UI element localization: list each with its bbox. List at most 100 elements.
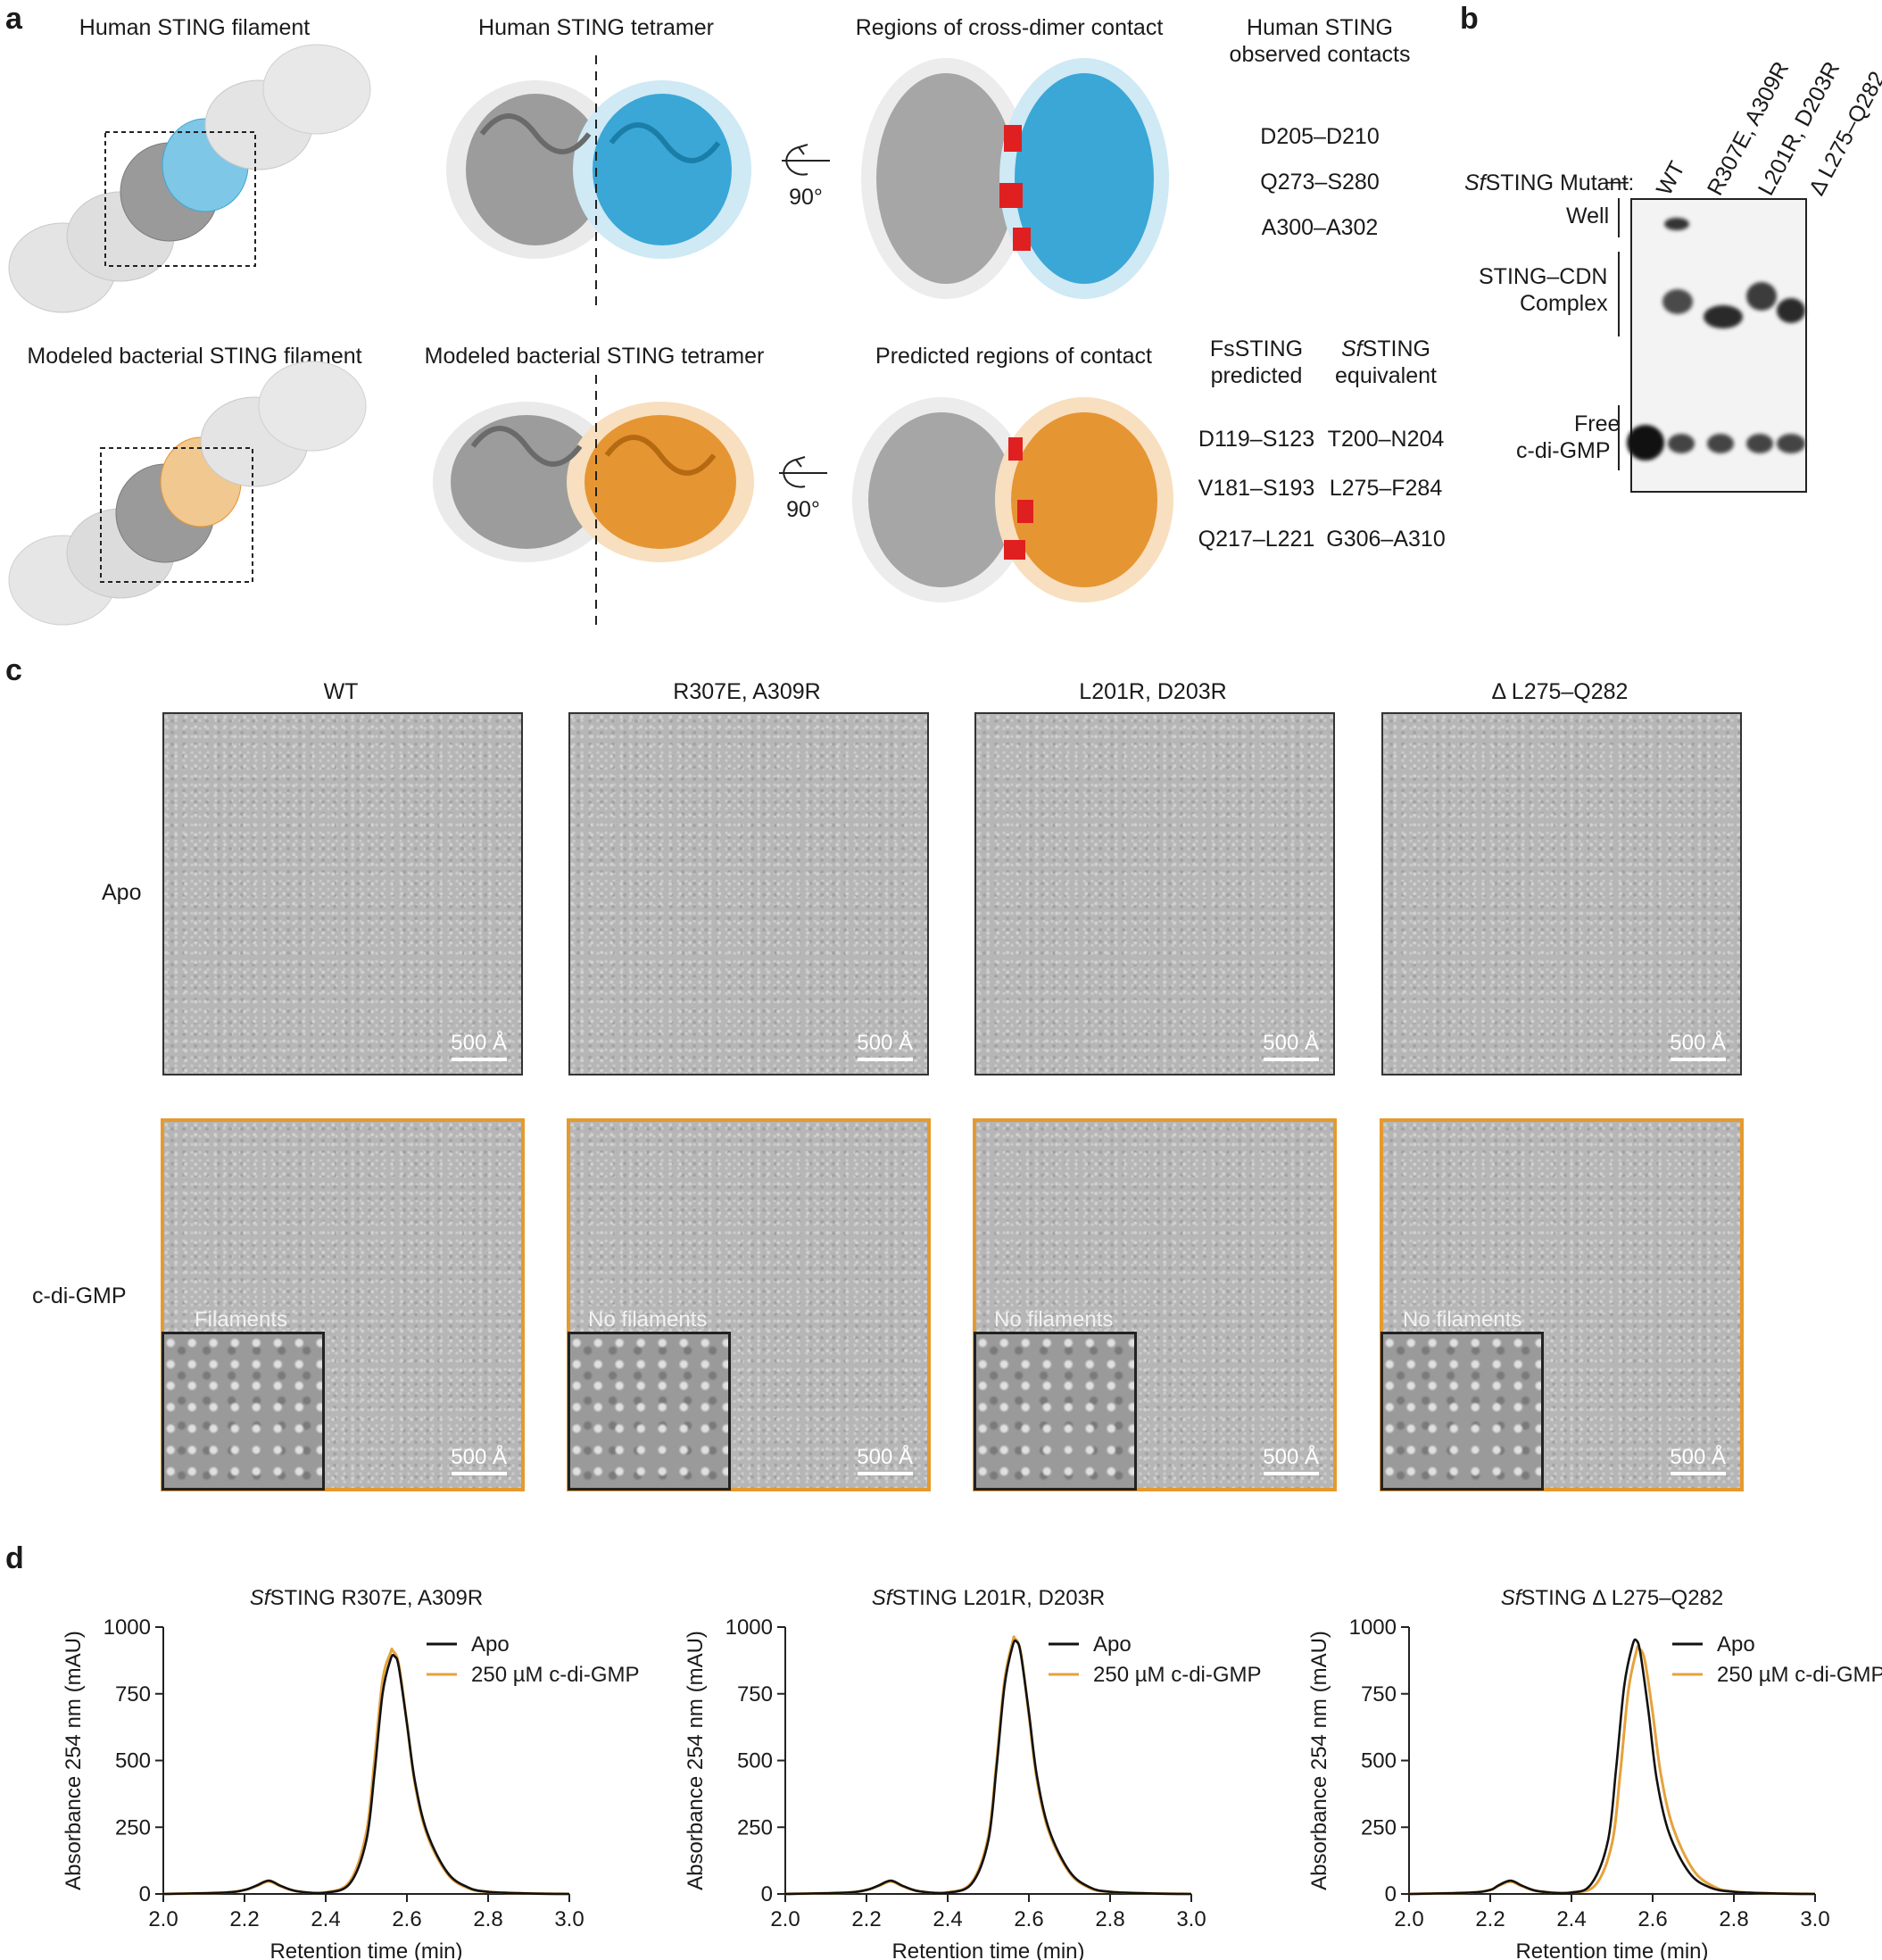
rotation-arrow-bottom <box>779 456 827 488</box>
x-tick-label: 2.4 <box>311 1907 340 1931</box>
series-line-apo <box>1408 1638 1816 1896</box>
em-apo-delta: 500 Å <box>1381 712 1742 1076</box>
em-row-apo: Apo <box>102 880 142 905</box>
em-apo-l201r: 500 Å <box>974 712 1335 1076</box>
title-human-filament: Human STING filament <box>79 15 311 40</box>
em-inset <box>162 1332 325 1491</box>
human-filament-selection <box>104 131 256 267</box>
x-tick-label: 2.0 <box>148 1907 178 1931</box>
x-tick-label: 2.6 <box>392 1907 421 1931</box>
x-tick-label: 2.6 <box>1014 1907 1043 1931</box>
inset-label: No filaments <box>994 1308 1114 1332</box>
y-tick-label: 0 <box>1385 1882 1397 1906</box>
x-tick-label: 2.0 <box>1394 1907 1423 1931</box>
scale-bar: 500 Å <box>1670 1445 1726 1475</box>
em-apo-r307e: 500 Å <box>568 712 929 1076</box>
y-tick-label: 500 <box>115 1749 151 1773</box>
legend-label: Apo <box>1093 1632 1132 1657</box>
chart-title: SfSTING R307E, A309R <box>250 1586 483 1610</box>
x-axis-label: Retention time (min) <box>269 1939 462 1960</box>
x-tick-label: 2.0 <box>770 1907 800 1931</box>
fs-contact-2: V181–S193 <box>1198 476 1315 501</box>
chromatogram-r307e: SfSTING R307E, A309R 2.0 2.2 2.4 2.6 2.8 3.0 0 2… <box>62 1586 640 1960</box>
x-tick-label: 2.4 <box>933 1907 962 1931</box>
y-tick-label: 1000 <box>1349 1615 1397 1640</box>
legend-label: 250 µM c-di-GMP <box>1093 1663 1262 1687</box>
panel-label-c: c <box>5 653 22 687</box>
legend-label: 250 µM c-di-GMP <box>471 1663 640 1687</box>
chart-title: SfSTING L201R, D203R <box>872 1586 1105 1610</box>
legend-label: Apo <box>471 1632 510 1657</box>
band-r307e-free <box>1707 434 1734 453</box>
y-axis-label: Absorbance 254 nm (mAU) <box>62 1631 86 1890</box>
human-contacts-header-2: observed contacts <box>1229 42 1411 67</box>
bacterial-tetramer <box>433 375 754 625</box>
x-tick-label: 2.2 <box>1475 1907 1505 1931</box>
title-bacterial-tetramer: Modeled bacterial STING tetramer <box>424 344 765 369</box>
y-tick-label: 750 <box>1361 1682 1397 1707</box>
bacterial-predicted-contact <box>852 397 1173 602</box>
em-cdigmp-wt: Filaments 500 Å <box>161 1118 525 1491</box>
human-contacts-header-1: Human STING <box>1247 15 1393 40</box>
human-contact-3: A300–A302 <box>1261 215 1379 240</box>
inset-label: No filaments <box>588 1308 708 1332</box>
scale-bar: 500 Å <box>1263 1445 1319 1475</box>
band-free-ref <box>1627 425 1664 461</box>
legend-label: Apo <box>1717 1632 1755 1657</box>
band-r307e-complex <box>1704 305 1743 328</box>
y-tick-label: 0 <box>139 1882 151 1906</box>
mutant-label: SfSTING Mutant: <box>1464 170 1635 195</box>
y-tick-label: 750 <box>115 1682 151 1707</box>
y-tick-label: 750 <box>737 1682 773 1707</box>
y-axis-label: Absorbance 254 nm (mAU) <box>684 1631 708 1890</box>
human-contact-1: D205–D210 <box>1260 124 1380 149</box>
band-delta-free <box>1777 434 1805 453</box>
rotation-arrow-top <box>782 144 830 176</box>
chromatogram-l201r: SfSTING L201R, D203R 2.0 2.2 2.4 2.6 2.8 3.0 0 2… <box>684 1586 1262 1960</box>
legend-label: 250 µM c-di-GMP <box>1717 1663 1882 1687</box>
rotation-label-bottom: 90° <box>786 497 820 522</box>
y-tick-label: 1000 <box>725 1615 773 1640</box>
gel-row-well: Well <box>1566 203 1610 228</box>
panel-label-d: d <box>5 1541 24 1575</box>
em-row-cdigmp: c-di-GMP <box>32 1283 127 1308</box>
gel-image <box>1627 198 1807 493</box>
human-filament <box>8 44 371 313</box>
em-apo-wt: 500 Å <box>162 712 523 1076</box>
y-tick-label: 1000 <box>104 1615 151 1640</box>
em-inset <box>1380 1332 1544 1491</box>
human-contact-2: Q273–S280 <box>1260 170 1380 195</box>
x-tick-label: 2.8 <box>1095 1907 1124 1931</box>
fs-contact-3: Q217–L221 <box>1198 527 1315 552</box>
sf-header-1: SfSTING <box>1340 336 1431 361</box>
inset-label: No filaments <box>1403 1308 1522 1332</box>
em-column-r307e: R307E, A309R <box>673 679 821 704</box>
x-tick-label: 2.6 <box>1637 1907 1667 1931</box>
gel-row-complex-1: STING–CDN <box>1479 264 1608 289</box>
em-cdigmp-r307e: No filaments 500 Å <box>567 1118 931 1491</box>
inset-label: Filaments <box>195 1308 288 1332</box>
rotation-label-top: 90° <box>789 185 823 210</box>
scale-bar: 500 Å <box>1263 1031 1319 1061</box>
scale-bar: 500 Å <box>1670 1031 1726 1061</box>
band-wt-well <box>1664 218 1689 230</box>
em-inset <box>568 1332 731 1491</box>
scale-bar: 500 Å <box>451 1031 507 1061</box>
title-cross-dimer: Regions of cross-dimer contact <box>855 15 1164 40</box>
panel-a-illustrations <box>8 44 1173 626</box>
bacterial-filament <box>8 361 367 626</box>
human-tetramer <box>446 55 751 309</box>
y-tick-label: 500 <box>1361 1749 1397 1773</box>
gel-row-complex-2: Complex <box>1520 291 1608 316</box>
band-wt-free <box>1668 434 1695 453</box>
series-line-apo <box>162 1653 570 1896</box>
em-cdigmp-l201r: No filaments 500 Å <box>973 1118 1337 1491</box>
em-column-delta: Δ L275–Q282 <box>1491 679 1629 704</box>
em-column-l201r: L201R, D203R <box>1079 679 1227 704</box>
band-wt-complex <box>1662 289 1693 314</box>
sf-contact-1: T200–N204 <box>1327 427 1445 452</box>
x-tick-label: 2.4 <box>1556 1907 1586 1931</box>
x-tick-label: 3.0 <box>1800 1907 1829 1931</box>
y-tick-label: 250 <box>1361 1815 1397 1840</box>
